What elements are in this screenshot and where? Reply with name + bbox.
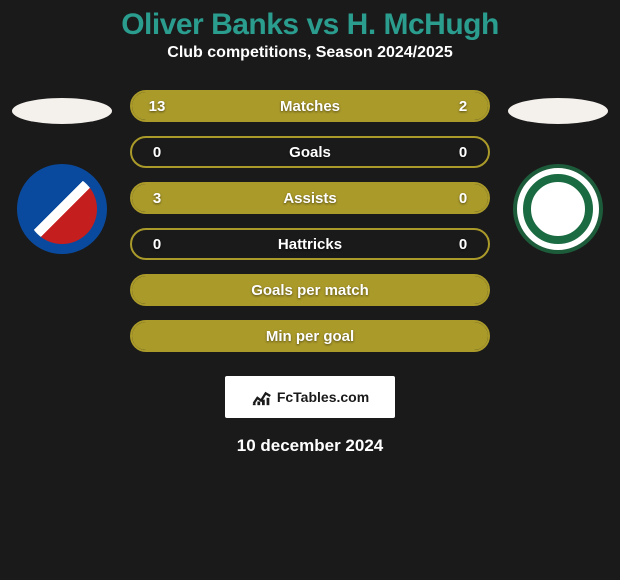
flag-right-ellipse <box>508 98 608 124</box>
stat-row: 0Goals0 <box>130 136 490 168</box>
player-right-column <box>508 90 608 254</box>
stat-value-right: 0 <box>438 236 488 253</box>
stat-label: Matches <box>182 98 438 115</box>
chart-icon <box>251 385 273 410</box>
stat-label: Goals per match <box>182 282 438 299</box>
stat-value-right: 2 <box>438 98 488 115</box>
stats-column: 13Matches20Goals03Assists00Hattricks0Goa… <box>130 90 490 352</box>
club-crest-left <box>17 164 107 254</box>
stat-row: Goals per match <box>130 274 490 306</box>
club-crest-right <box>513 164 603 254</box>
stat-row: Min per goal <box>130 320 490 352</box>
stat-row: 3Assists0 <box>130 182 490 214</box>
stat-row: 0Hattricks0 <box>130 228 490 260</box>
stat-label: Goals <box>182 144 438 161</box>
stat-value-left: 13 <box>132 98 182 115</box>
stat-value-right: 0 <box>438 190 488 207</box>
date-label: 10 december 2024 <box>0 436 620 456</box>
stat-label: Hattricks <box>182 236 438 253</box>
stat-label: Assists <box>182 190 438 207</box>
stat-label: Min per goal <box>182 328 438 345</box>
comparison-subtitle: Club competitions, Season 2024/2025 <box>0 44 620 62</box>
branding-badge: FcTables.com <box>225 376 395 418</box>
branding-label: FcTables.com <box>277 389 369 405</box>
stat-row: 13Matches2 <box>130 90 490 122</box>
stat-value-right: 0 <box>438 144 488 161</box>
flag-left-ellipse <box>12 98 112 124</box>
player-left-column <box>12 90 112 254</box>
comparison-title: Oliver Banks vs H. McHugh <box>0 8 620 42</box>
stat-value-left: 3 <box>132 190 182 207</box>
stat-value-left: 0 <box>132 144 182 161</box>
stat-value-left: 0 <box>132 236 182 253</box>
